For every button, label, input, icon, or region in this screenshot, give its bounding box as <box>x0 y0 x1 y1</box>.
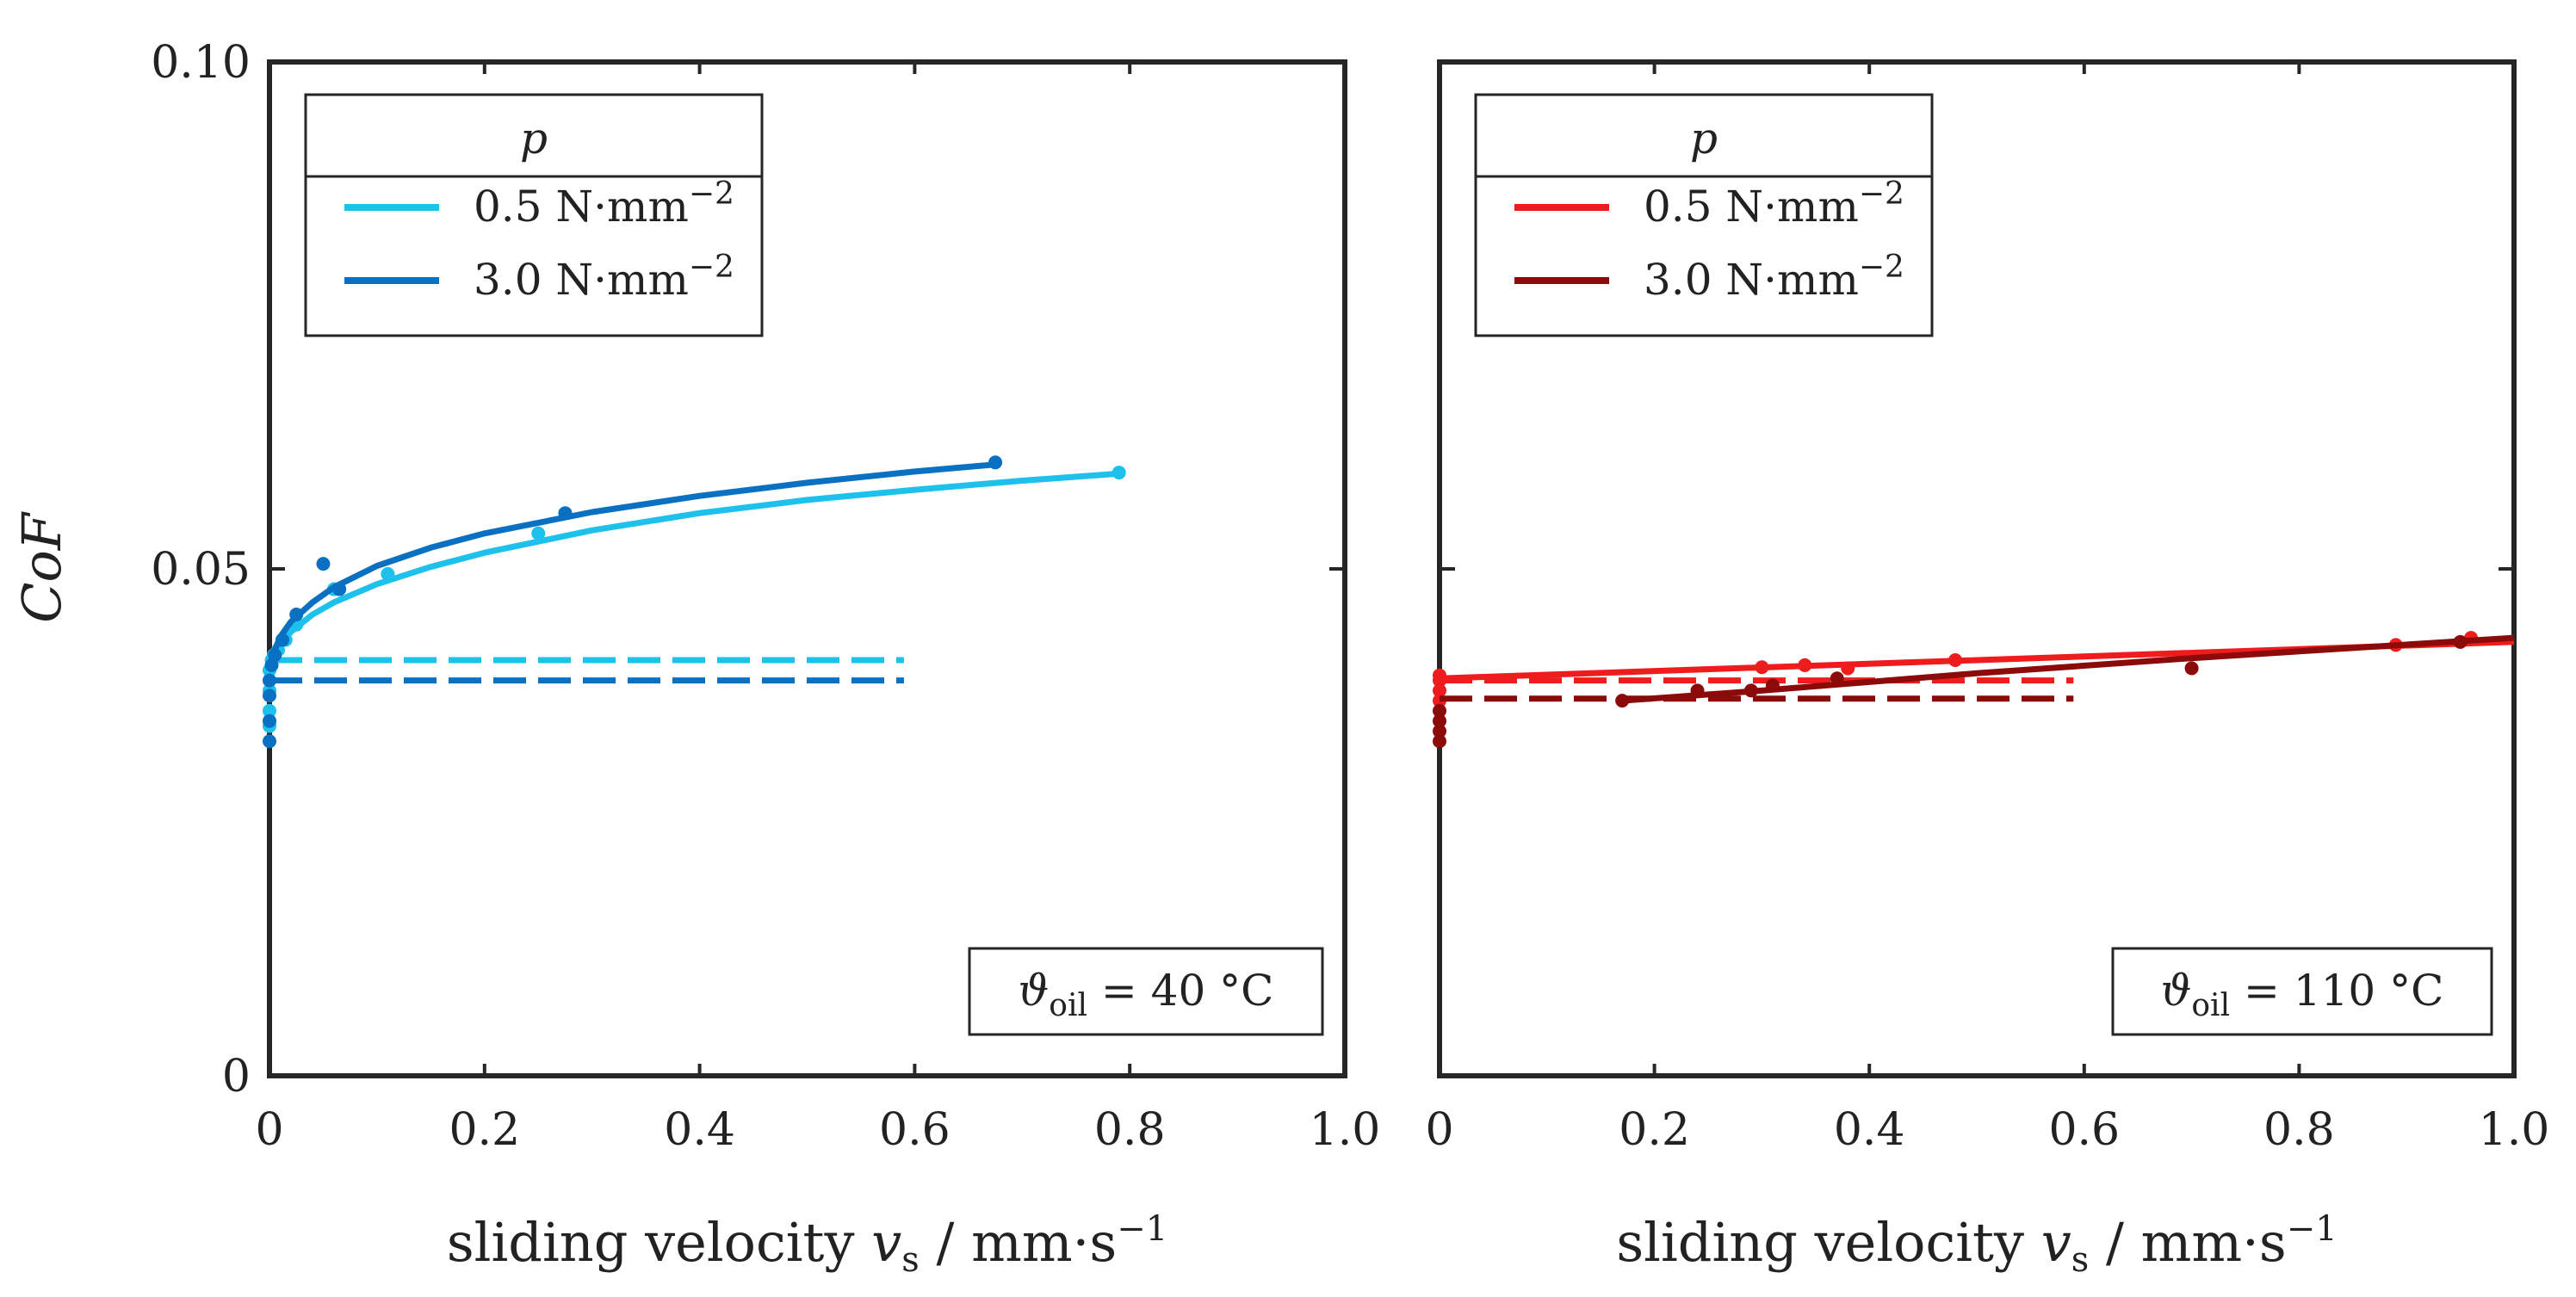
data-point-series-1 <box>2453 634 2468 649</box>
x-tick-label: 0.4 <box>1834 1104 1905 1156</box>
x-axis-label-var: v <box>871 1211 901 1274</box>
data-point-series-0 <box>1433 683 1446 698</box>
x-tick-label: 0.8 <box>2263 1104 2335 1156</box>
x-axis-label-unit: / mm·s <box>920 1211 1117 1274</box>
data-point-series-1 <box>1433 713 1446 728</box>
data-point-series-1 <box>275 633 289 647</box>
data-point-series-1 <box>263 734 276 749</box>
temperature-annotation: ϑoil = 40 °C <box>1019 966 1274 1023</box>
data-point-series-1 <box>1433 734 1446 749</box>
data-point-series-1 <box>316 557 331 571</box>
annotation-symbol: ϑ <box>2161 966 2192 1016</box>
legend-entry-label: 0.5 N·mm <box>474 182 689 232</box>
chart-panel-right: 0 0.2 0.4 0.6 0.8 1.0 sliding velocity vs / mm… <box>1425 59 2550 1280</box>
legend-entry-sup: −2 <box>1859 250 1904 285</box>
y-tick-label: 0.10 <box>151 37 251 89</box>
x-axis-label-unit: / mm·s <box>2089 1211 2286 1274</box>
temperature-annotation: ϑoil = 110 °C <box>2161 966 2444 1023</box>
data-point-series-0 <box>1112 466 1126 480</box>
legend-box <box>304 93 764 337</box>
data-point-series-1 <box>263 673 276 688</box>
x-axis-label-sub: s <box>2071 1240 2090 1280</box>
data-point-series-1 <box>332 582 347 596</box>
data-point-series-0 <box>1433 668 1446 682</box>
data-point-series-1 <box>263 713 276 728</box>
x-axis-label-sub: s <box>901 1240 920 1280</box>
plot-area-left: 0 0.2 0.4 0.6 0.8 1.0 0 0.05 0.10 sliding velocit… <box>151 37 1380 1280</box>
data-point-series-0 <box>263 703 276 718</box>
x-tick-label: 0.4 <box>664 1104 735 1156</box>
x-tick-label: 0 <box>255 1104 283 1156</box>
data-point-series-1 <box>1765 678 1780 693</box>
x-axis-label-text: sliding velocity <box>1616 1211 2040 1274</box>
data-point-series-1 <box>263 689 276 703</box>
x-axis-label-sup: −1 <box>1117 1209 1167 1249</box>
x-tick-label: 0.6 <box>2048 1104 2120 1156</box>
y-axis-label: CoF <box>10 511 73 623</box>
legend-entry-label: 0.5 N·mm <box>1644 182 1859 232</box>
temperature-annotation-box <box>2111 947 2493 1036</box>
fit-curve-1 <box>1621 634 2515 704</box>
legend-entry-label: 3.0 N·mm <box>1644 255 1859 305</box>
legend-title: p <box>1690 114 1718 164</box>
temperature-annotation-box <box>968 947 1324 1036</box>
annotation-text: = 110 °C <box>2230 966 2443 1016</box>
data-point-series-1 <box>558 506 573 521</box>
x-tick-label: 1.0 <box>2479 1104 2550 1156</box>
x-axis-label: sliding velocity vs / mm·s−1 <box>447 1209 1167 1280</box>
x-tick-label: 0.2 <box>1619 1104 1690 1156</box>
annotation-sub: oil <box>2191 988 2230 1023</box>
legend-box <box>1474 93 1934 337</box>
data-point-series-1 <box>1433 703 1446 718</box>
legend-entry-sup: −2 <box>689 250 734 285</box>
legend-entry-sup: −2 <box>1859 176 1904 212</box>
data-point-series-1 <box>289 608 304 622</box>
x-tick-label: 1.0 <box>1310 1104 1381 1156</box>
x-tick-label: 0 <box>1425 1104 1453 1156</box>
data-point-series-0 <box>1798 658 1812 672</box>
data-point-series-1 <box>2184 661 2199 676</box>
legend-entry-0: 0.5 N·mm−2 <box>1644 176 1904 232</box>
data-point-series-1 <box>1743 683 1758 698</box>
data-point-series-1 <box>1615 694 1630 708</box>
x-tick-label: 0.2 <box>449 1104 520 1156</box>
chart-panel-left: 0 0.2 0.4 0.6 0.8 1.0 0 0.05 0.10 sliding velocit… <box>151 37 1380 1280</box>
annotation-symbol: ϑ <box>1019 966 1050 1016</box>
annotation-text: = 40 °C <box>1087 966 1273 1016</box>
data-point-series-1 <box>1830 671 1844 686</box>
y-tick-label: 0 <box>222 1051 251 1102</box>
x-tick-label: 0.8 <box>1094 1104 1166 1156</box>
legend-entry-label: 3.0 N·mm <box>474 255 689 305</box>
data-point-series-1 <box>988 455 1003 470</box>
data-point-series-0 <box>1841 661 1855 676</box>
annotation-sub: oil <box>1049 988 1087 1023</box>
data-point-series-1 <box>1690 683 1705 698</box>
data-point-series-1 <box>268 648 282 663</box>
x-axis-label-sup: −1 <box>2287 1209 2338 1249</box>
legend-entry-sup: −2 <box>689 176 734 212</box>
x-axis-label-text: sliding velocity <box>447 1211 871 1274</box>
legend-entry-0: 0.5 N·mm−2 <box>474 176 734 232</box>
data-point-series-0 <box>1755 660 1769 675</box>
data-point-series-1 <box>1433 724 1446 738</box>
legend-entry-1: 3.0 N·mm−2 <box>1644 250 1904 305</box>
x-axis-label-var: v <box>2041 1211 2071 1274</box>
legend-title: p <box>520 114 548 164</box>
data-point-series-0 <box>1948 653 1963 668</box>
y-tick-label: 0.05 <box>151 544 251 596</box>
plot-area-right: 0 0.2 0.4 0.6 0.8 1.0 sliding velocity vs / mm… <box>1425 59 2550 1280</box>
x-axis-label: sliding velocity vs / mm·s−1 <box>1616 1209 2337 1280</box>
data-point-series-0 <box>531 526 546 540</box>
fit-curve-0 <box>266 470 1119 671</box>
legend-entry-1: 3.0 N·mm−2 <box>474 250 734 305</box>
x-tick-label: 0.6 <box>879 1104 951 1156</box>
data-point-series-0 <box>381 566 395 581</box>
